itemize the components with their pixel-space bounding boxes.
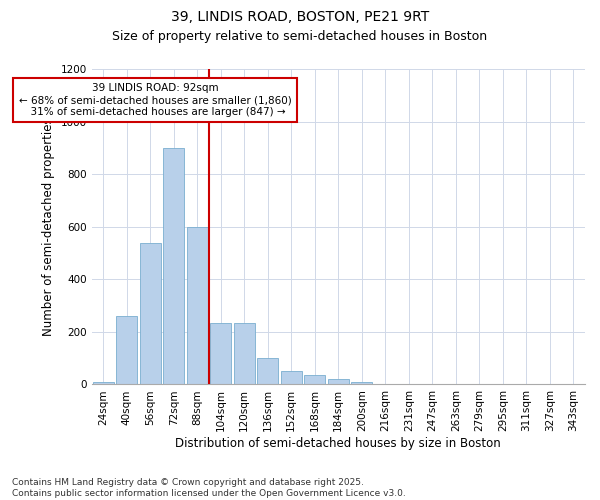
X-axis label: Distribution of semi-detached houses by size in Boston: Distribution of semi-detached houses by … [175,437,501,450]
Bar [93,382,114,384]
Text: 39, LINDIS ROAD, BOSTON, PE21 9RT: 39, LINDIS ROAD, BOSTON, PE21 9RT [171,10,429,24]
Bar [281,372,302,384]
Bar [304,376,325,384]
Bar [328,379,349,384]
Bar [351,382,373,384]
Text: Size of property relative to semi-detached houses in Boston: Size of property relative to semi-detach… [112,30,488,43]
Bar [187,226,208,384]
Bar [257,358,278,384]
Text: Contains HM Land Registry data © Crown copyright and database right 2025.
Contai: Contains HM Land Registry data © Crown c… [12,478,406,498]
Bar [116,316,137,384]
Bar [210,322,232,384]
Bar [163,148,184,384]
Bar [140,242,161,384]
Text: 39 LINDIS ROAD: 92sqm
← 68% of semi-detached houses are smaller (1,860)
  31% of: 39 LINDIS ROAD: 92sqm ← 68% of semi-deta… [19,84,292,116]
Y-axis label: Number of semi-detached properties: Number of semi-detached properties [42,118,55,336]
Bar [234,322,255,384]
